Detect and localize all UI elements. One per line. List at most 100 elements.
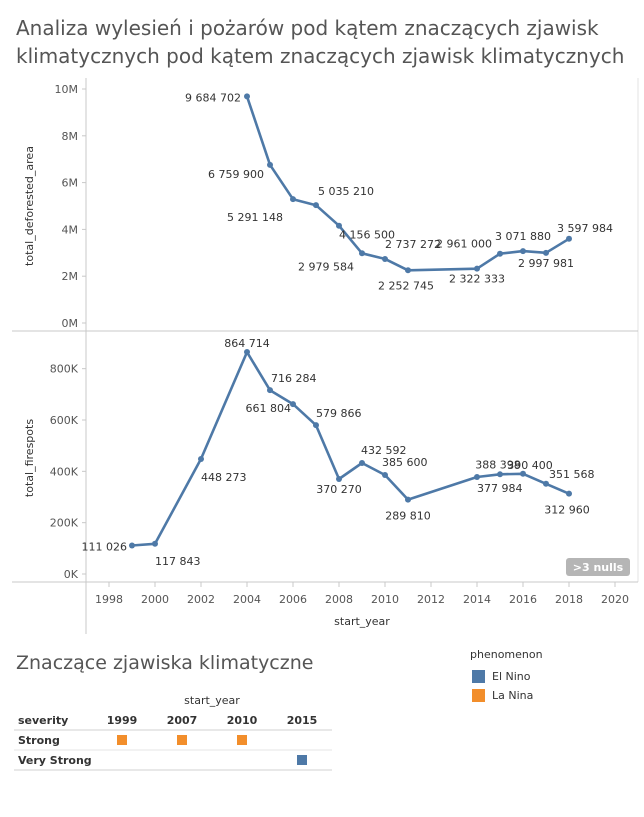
y-tick-label: 4M <box>62 223 79 236</box>
data-point <box>244 93 250 100</box>
data-point <box>267 161 273 168</box>
y-tick-label: 0K <box>64 568 79 581</box>
y-tick-label: 800K <box>50 363 79 376</box>
data-point <box>566 235 572 242</box>
x-tick-label: 2010 <box>371 593 399 606</box>
data-point <box>359 459 365 466</box>
data-label: 370 270 <box>316 483 362 496</box>
x-tick-label: 2014 <box>463 593 491 606</box>
phenomenon-marker <box>237 735 247 745</box>
data-label: 2 997 981 <box>518 257 574 270</box>
data-point <box>520 248 526 255</box>
phenomenon-legend: phenomenon El Nino La Nina <box>470 648 543 705</box>
phenomena-severity-table: start_year severity 1999 2007 2010 2015 Strong… <box>14 694 332 771</box>
phenomenon-marker <box>297 755 307 765</box>
x-tick-label: 2004 <box>233 593 261 606</box>
data-label: 864 714 <box>224 337 270 350</box>
y-tick-label: 6M <box>62 177 79 190</box>
data-label: 4 156 500 <box>339 229 395 242</box>
data-point <box>244 349 250 356</box>
data-label: 5 291 148 <box>227 211 283 224</box>
data-point <box>382 472 388 479</box>
data-label: 2 979 584 <box>298 260 354 273</box>
y-tick-label: 8M <box>62 130 79 143</box>
x-tick-label: 2018 <box>555 593 583 606</box>
data-point <box>290 401 296 408</box>
data-label: 385 600 <box>382 456 428 469</box>
data-label: 448 273 <box>201 471 247 484</box>
phenomenon-marker <box>177 735 187 745</box>
x-tick-label: 2016 <box>509 593 537 606</box>
y-tick-label: 2M <box>62 270 79 283</box>
chart-title: Analiza wylesień i pożarów pod kątem zna… <box>16 16 625 68</box>
x-tick-label: 2006 <box>279 593 307 606</box>
x-tick-label: 1998 <box>95 593 123 606</box>
data-point <box>520 470 526 477</box>
y-axis-title: total_deforested_area <box>23 146 36 266</box>
dual-line-chart: 0M 2M 4M 6M 8M 10M total_deforested_area 9 684 … <box>12 78 639 634</box>
data-point <box>313 202 319 209</box>
row-header: severity <box>18 714 68 727</box>
nulls-badge-label: >3 nulls <box>573 561 624 574</box>
year-header: 2010 <box>227 714 258 727</box>
data-label: 351 568 <box>549 468 595 481</box>
data-point <box>290 196 296 203</box>
legend-label-la-nina: La Nina <box>492 689 534 702</box>
data-label: 2 322 333 <box>449 273 505 286</box>
year-header: 2007 <box>167 714 198 727</box>
severity-label: Strong <box>18 734 60 747</box>
legend-item-la-nina[interactable]: La Nina <box>470 686 543 705</box>
x-axis-title: start_year <box>334 615 390 628</box>
phenomena-table-title: Znaczące zjawiska klimatyczne <box>16 652 314 674</box>
x-tick-label: 2000 <box>141 593 169 606</box>
legend-title: phenomenon <box>470 648 543 661</box>
y-tick-label: 600K <box>50 414 79 427</box>
legend-item-el-nino[interactable]: El Nino <box>470 667 543 686</box>
data-point <box>198 455 204 462</box>
severity-label: Very Strong <box>18 754 92 767</box>
legend-label-el-nino: El Nino <box>492 670 531 683</box>
data-point <box>474 473 480 480</box>
series-line <box>131 350 570 547</box>
data-point <box>359 250 365 257</box>
data-label: 5 035 210 <box>318 185 374 198</box>
data-point <box>497 250 503 257</box>
data-point <box>474 265 480 272</box>
data-label: 6 759 900 <box>208 168 264 181</box>
data-label: 289 810 <box>385 510 431 523</box>
y-tick-label: 200K <box>50 517 79 530</box>
year-header: 1999 <box>107 714 138 727</box>
data-label: 390 400 <box>507 459 553 472</box>
y-tick-label: 10M <box>55 83 79 96</box>
data-point <box>336 222 342 229</box>
year-header: 2015 <box>287 714 318 727</box>
data-label: 3 071 880 <box>495 230 551 243</box>
y-tick-label: 0M <box>62 317 79 330</box>
data-point <box>336 475 342 482</box>
data-point <box>405 267 411 274</box>
data-label: 2 961 000 <box>436 238 492 251</box>
data-label: 661 804 <box>246 402 292 415</box>
data-label: 312 960 <box>544 504 590 517</box>
data-label: 579 866 <box>316 407 362 420</box>
data-label: 432 592 <box>361 444 407 457</box>
column-header: start_year <box>184 694 240 707</box>
data-label: 2 737 272 <box>385 238 441 251</box>
data-label: 9 684 702 <box>185 91 241 104</box>
data-point <box>566 490 572 497</box>
data-point <box>382 255 388 262</box>
data-point <box>313 422 319 429</box>
x-tick-label: 2008 <box>325 593 353 606</box>
data-point <box>543 249 549 256</box>
x-tick-label: 2002 <box>187 593 215 606</box>
data-point <box>152 540 158 547</box>
data-point <box>497 471 503 478</box>
data-label: 377 984 <box>477 482 523 495</box>
y-tick-label: 400K <box>50 465 79 478</box>
y-axis-title: total_firespots <box>23 419 36 497</box>
data-label: 117 843 <box>155 555 201 568</box>
x-tick-label: 2020 <box>601 593 629 606</box>
nulls-badge <box>566 558 630 576</box>
phenomenon-marker <box>117 735 127 745</box>
data-label: 716 284 <box>271 372 317 385</box>
